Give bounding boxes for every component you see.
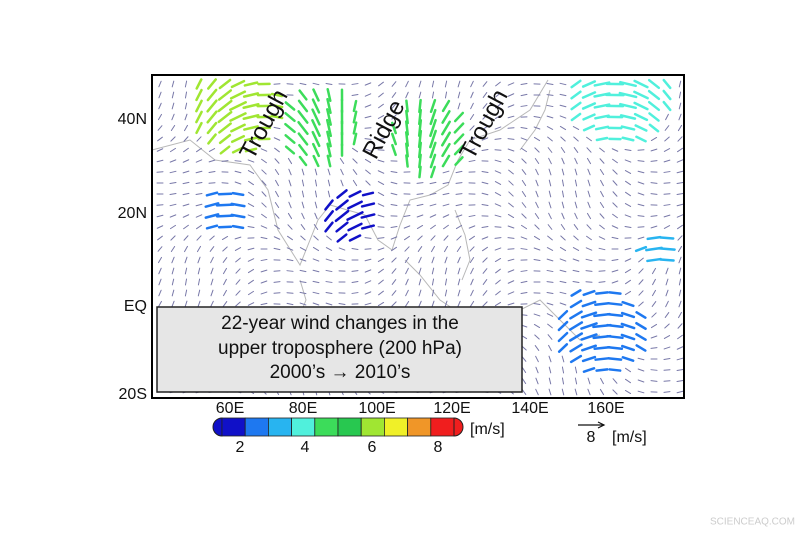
lat-label: 20N bbox=[118, 205, 147, 222]
wind-vector bbox=[274, 293, 280, 294]
wind-vector bbox=[222, 183, 228, 184]
wind-vector bbox=[651, 183, 657, 184]
wind-vector bbox=[651, 370, 657, 371]
lon-label: 120E bbox=[433, 400, 470, 417]
caption-line: upper troposphere (200 hPa) bbox=[218, 338, 462, 359]
reference-value: 8 bbox=[587, 429, 596, 446]
colorbar-segment bbox=[361, 418, 384, 436]
wind-vector bbox=[599, 282, 605, 283]
wind-vector bbox=[508, 249, 514, 250]
colorbar-tick-label: 4 bbox=[301, 439, 310, 456]
wind-vector bbox=[659, 248, 674, 249]
wind-vector bbox=[456, 183, 462, 184]
wind-vector bbox=[287, 271, 293, 272]
wind-vector bbox=[651, 194, 657, 195]
wind-vector bbox=[596, 358, 609, 359]
wind-vector bbox=[661, 238, 673, 239]
wind-vector bbox=[608, 314, 622, 316]
lon-label: 60E bbox=[216, 400, 244, 417]
wind-vector bbox=[508, 128, 514, 129]
wind-vector bbox=[508, 139, 514, 140]
wind-vector bbox=[610, 292, 621, 293]
wind-vector bbox=[417, 183, 423, 184]
lat-label: EQ bbox=[124, 298, 147, 315]
wind-vector bbox=[609, 358, 621, 359]
wind-vector bbox=[217, 205, 233, 206]
caption-line: 2000’s → 2010’s bbox=[270, 362, 411, 383]
wind-vector bbox=[287, 293, 293, 294]
colorbar-segment bbox=[268, 418, 291, 436]
wind-vector bbox=[378, 227, 384, 228]
wind-vector bbox=[608, 347, 622, 348]
wind-vector bbox=[638, 216, 644, 217]
wind-vector bbox=[157, 172, 163, 173]
wind-vector bbox=[508, 238, 514, 239]
wind-vector bbox=[586, 271, 592, 272]
wind-vector bbox=[651, 216, 657, 217]
colorbar-segment bbox=[315, 418, 338, 436]
colorbar-segment bbox=[384, 418, 407, 436]
colorbar-segment bbox=[338, 418, 361, 436]
colorbar-segment bbox=[431, 418, 454, 436]
wind-vector bbox=[287, 84, 293, 85]
wind-vector bbox=[597, 369, 608, 370]
colorbar-unit: [m/s] bbox=[470, 421, 505, 438]
wind-vector bbox=[595, 303, 608, 304]
wind-vector bbox=[219, 194, 231, 195]
colorbar-tick-label: 6 bbox=[368, 439, 377, 456]
wind-vector bbox=[660, 260, 673, 261]
wind-vector bbox=[419, 155, 420, 167]
reference-unit: [m/s] bbox=[612, 429, 647, 446]
wind-vector bbox=[235, 161, 241, 162]
lat-label: 40N bbox=[118, 111, 147, 128]
wind-vector bbox=[157, 205, 163, 206]
colorbar-segment bbox=[245, 418, 268, 436]
wind-vector bbox=[610, 369, 620, 370]
lon-label: 140E bbox=[511, 400, 548, 417]
colorbar-segment bbox=[222, 418, 245, 436]
colorbar-segment bbox=[292, 418, 315, 436]
wind-vector bbox=[274, 84, 280, 85]
lat-label: 20S bbox=[119, 386, 147, 403]
wind-vector bbox=[419, 167, 420, 177]
wind-vector bbox=[217, 216, 233, 217]
wind-vector bbox=[608, 336, 623, 338]
colorbar-tick-label: 2 bbox=[236, 439, 245, 456]
lon-label: 160E bbox=[587, 400, 624, 417]
wind-vector bbox=[233, 226, 243, 228]
wind-vector bbox=[607, 325, 622, 327]
wind-vector bbox=[651, 381, 657, 382]
colorbar-segment bbox=[408, 418, 431, 436]
wind-vector bbox=[596, 292, 607, 293]
watermark: SCIENCEAQ.COM bbox=[710, 517, 795, 528]
lon-label: 80E bbox=[289, 400, 317, 417]
lon-label: 100E bbox=[358, 400, 395, 417]
wind-vector bbox=[456, 194, 462, 195]
wind-vector bbox=[609, 303, 622, 304]
wind-vector bbox=[651, 161, 657, 162]
wind-vector bbox=[417, 194, 423, 195]
caption-line: 22-year wind changes in the bbox=[221, 313, 459, 334]
wind-vector bbox=[406, 156, 407, 167]
colorbar-tick-label: 8 bbox=[434, 439, 443, 456]
wind-vector bbox=[638, 161, 644, 162]
wind-vector bbox=[648, 237, 661, 239]
